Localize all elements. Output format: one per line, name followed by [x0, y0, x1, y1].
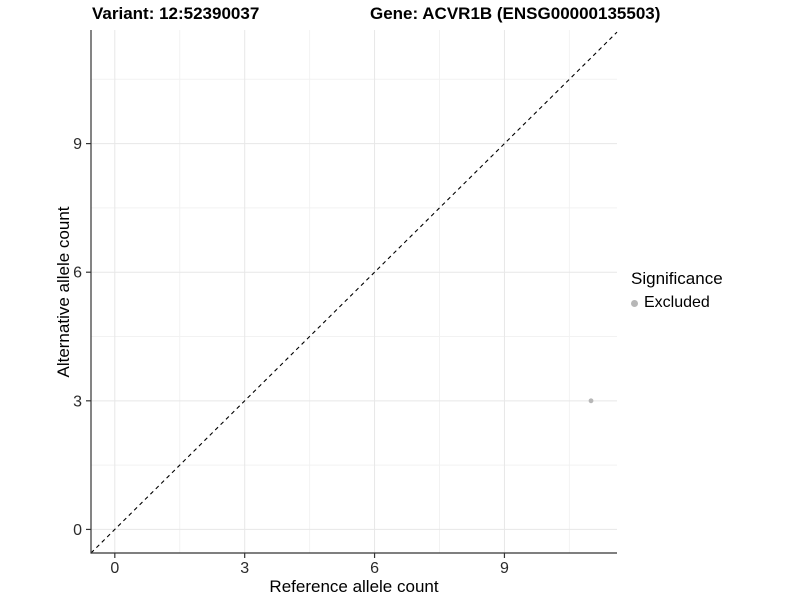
y-tick-label: 9	[73, 136, 82, 153]
identity-reference-line	[90, 31, 618, 554]
gene-title: Gene: ACVR1B (ENSG00000135503)	[370, 4, 661, 23]
legend-title: Significance	[631, 269, 723, 288]
x-tick-label: 6	[370, 560, 379, 577]
x-tick-label: 0	[110, 560, 119, 577]
y-tick-label: 0	[73, 522, 82, 539]
y-tick-label: 3	[73, 393, 82, 410]
y-axis-title: Alternative allele count	[54, 206, 73, 378]
legend: Significance Excluded	[631, 269, 723, 312]
excluded-point-icon	[631, 299, 638, 307]
data-point	[588, 398, 594, 404]
x-axis-title: Reference allele count	[269, 577, 439, 596]
variant-title: Variant: 12:52390037	[92, 4, 260, 23]
legend-item-label: Excluded	[644, 294, 710, 311]
y-tick-label: 6	[73, 265, 82, 282]
x-tick-label: 9	[500, 560, 509, 577]
x-tick-label: 3	[240, 560, 249, 577]
legend-item-excluded: Excluded	[631, 294, 723, 312]
